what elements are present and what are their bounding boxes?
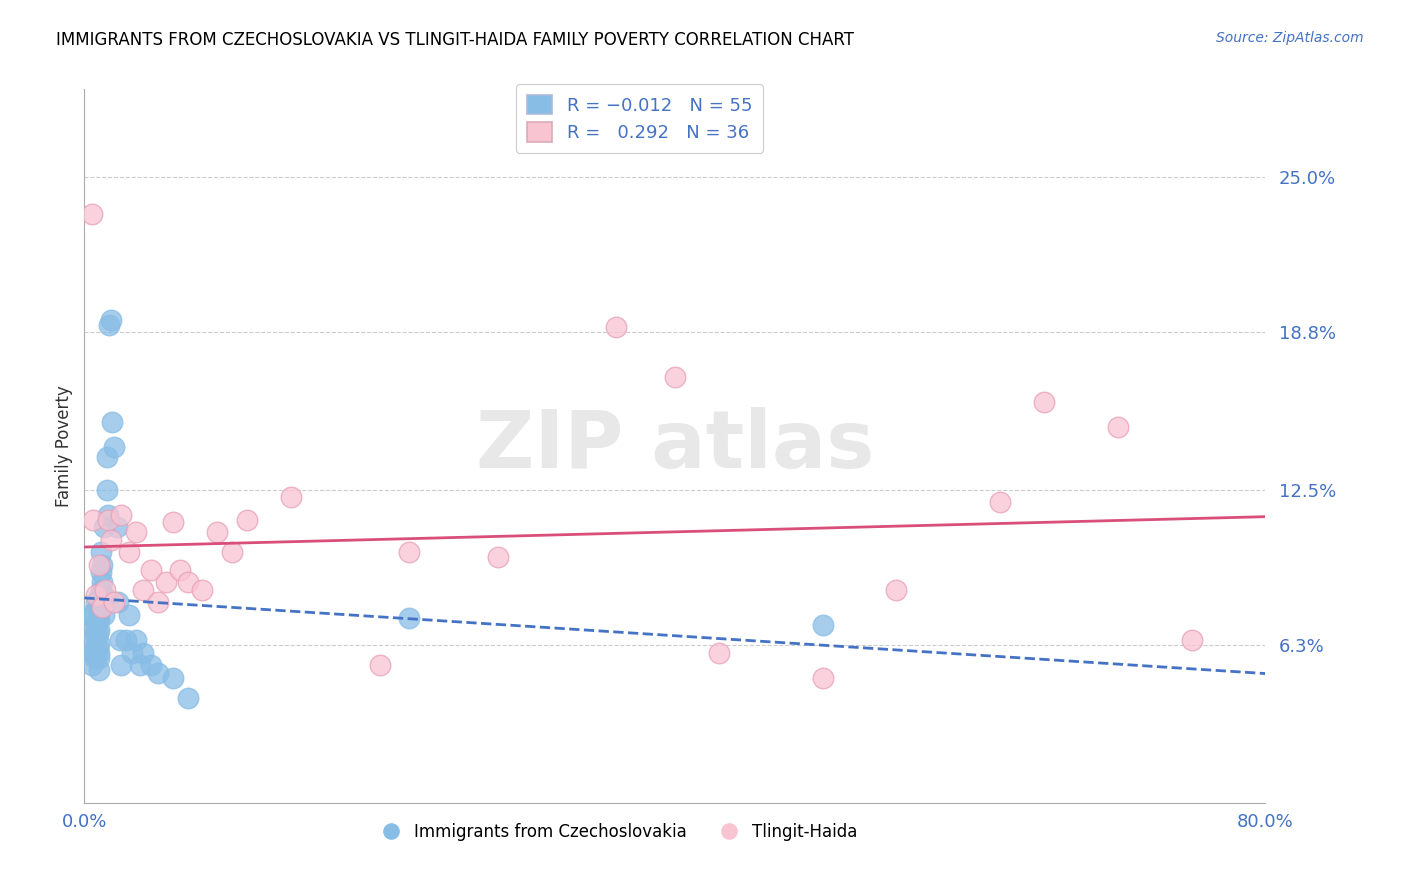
- Point: [139, 658, 162, 673]
- Point: [87, 623, 111, 637]
- Point: [155, 575, 177, 590]
- Point: [87, 558, 111, 572]
- Point: [162, 671, 184, 685]
- Point: [80, 658, 103, 673]
- Point: [86, 640, 108, 655]
- Point: [605, 320, 627, 334]
- Point: [110, 508, 132, 522]
- Point: [98, 318, 121, 332]
- Point: [83, 650, 105, 665]
- Point: [97, 513, 120, 527]
- Point: [100, 533, 122, 547]
- Point: [91, 558, 114, 572]
- Point: [1181, 633, 1204, 648]
- Point: [94, 582, 117, 597]
- Point: [125, 633, 148, 648]
- Point: [177, 690, 200, 705]
- Point: [87, 663, 111, 677]
- Point: [94, 591, 117, 605]
- Point: [83, 625, 105, 640]
- Point: [169, 563, 191, 577]
- Point: [709, 646, 731, 660]
- Point: [132, 646, 155, 660]
- Point: [82, 621, 104, 635]
- Point: [398, 545, 420, 559]
- Point: [82, 513, 104, 527]
- Point: [118, 607, 141, 622]
- Point: [207, 525, 229, 540]
- Point: [90, 545, 112, 559]
- Point: [811, 671, 834, 685]
- Point: [93, 607, 115, 622]
- Text: IMMIGRANTS FROM CZECHOSLOVAKIA VS TLINGIT-HAIDA FAMILY POVERTY CORRELATION CHART: IMMIGRANTS FROM CZECHOSLOVAKIA VS TLINGI…: [56, 31, 855, 49]
- Point: [221, 545, 243, 559]
- Point: [83, 640, 105, 655]
- Point: [91, 575, 114, 590]
- Point: [86, 600, 108, 615]
- Point: [86, 625, 108, 640]
- Point: [96, 483, 118, 497]
- Point: [162, 516, 184, 530]
- Point: [90, 582, 112, 597]
- Point: [87, 646, 111, 660]
- Point: [125, 525, 148, 540]
- Point: [96, 450, 118, 465]
- Point: [664, 370, 686, 384]
- Point: [811, 618, 834, 632]
- Point: [103, 595, 125, 609]
- Point: [91, 600, 114, 615]
- Point: [132, 582, 155, 597]
- Point: [148, 665, 170, 680]
- Point: [1107, 420, 1129, 434]
- Point: [139, 563, 162, 577]
- Point: [398, 610, 420, 624]
- Point: [110, 658, 132, 673]
- Point: [988, 495, 1011, 509]
- Point: [886, 582, 908, 597]
- Point: [87, 650, 111, 665]
- Point: [87, 606, 111, 620]
- Point: [79, 633, 101, 648]
- Point: [114, 633, 136, 648]
- Point: [84, 595, 107, 609]
- Point: [103, 440, 125, 454]
- Point: [236, 513, 259, 527]
- Point: [87, 635, 111, 649]
- Point: [97, 508, 120, 522]
- Point: [486, 550, 509, 565]
- Point: [129, 658, 152, 673]
- Text: Source: ZipAtlas.com: Source: ZipAtlas.com: [1216, 31, 1364, 45]
- Point: [177, 575, 200, 590]
- Text: ZIP atlas: ZIP atlas: [475, 407, 875, 485]
- Y-axis label: Family Poverty: Family Poverty: [55, 385, 73, 507]
- Point: [86, 613, 108, 627]
- Point: [87, 613, 111, 627]
- Point: [87, 591, 111, 605]
- Point: [280, 491, 302, 505]
- Point: [191, 582, 214, 597]
- Point: [90, 566, 112, 580]
- Point: [107, 595, 129, 609]
- Legend: Immigrants from Czechoslovakia, Tlingit-Haida: Immigrants from Czechoslovakia, Tlingit-…: [367, 817, 865, 848]
- Point: [84, 633, 107, 648]
- Point: [84, 588, 107, 602]
- Point: [1033, 395, 1056, 409]
- Point: [100, 312, 122, 326]
- Point: [148, 595, 170, 609]
- Point: [108, 633, 131, 648]
- Point: [77, 607, 100, 622]
- Point: [121, 646, 143, 660]
- Point: [101, 415, 124, 429]
- Point: [368, 658, 391, 673]
- Point: [80, 646, 103, 660]
- Point: [105, 520, 128, 534]
- Point: [118, 545, 141, 559]
- Point: [82, 607, 104, 622]
- Point: [80, 207, 103, 221]
- Point: [93, 520, 115, 534]
- Point: [84, 615, 107, 630]
